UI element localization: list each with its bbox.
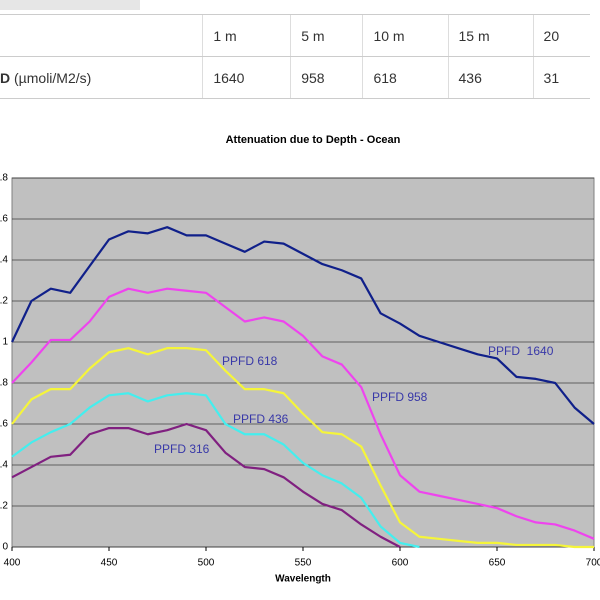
y-tick-label: 1.4	[0, 255, 8, 266]
y-tick-label: 1.8	[0, 173, 8, 184]
cell: 958	[290, 56, 363, 99]
series-line	[11, 392, 420, 549]
y-tick-label: 1.2	[0, 296, 8, 307]
x-tick-label: 550	[295, 558, 312, 569]
y-tick-label: 1	[2, 337, 8, 348]
y-tick-label: 0.2	[0, 501, 8, 512]
series-line	[11, 422, 401, 548]
x-tick-label: 400	[4, 558, 21, 569]
x-tick-label: 650	[489, 558, 506, 569]
y-tick-label: 0.6	[0, 419, 8, 430]
y-tick-label: 0	[2, 542, 8, 553]
cell: D (µmoli/M2/s)	[0, 56, 203, 99]
cell: 15 m	[447, 14, 534, 57]
series-line	[11, 347, 594, 549]
cell: 10 m	[362, 14, 448, 57]
series-label: PPFD 958	[372, 390, 428, 404]
cell: 20	[532, 14, 590, 57]
cell: 31	[532, 56, 590, 99]
cell: 618	[362, 56, 448, 99]
y-tick-label: 1.6	[0, 214, 8, 225]
x-tick-label: 450	[101, 558, 118, 569]
label-bold: D	[0, 69, 11, 86]
cell: 436	[447, 56, 534, 99]
y-tick-label: 0.8	[0, 378, 8, 389]
series-line	[11, 226, 595, 425]
label: (µmoli/M2/s)	[10, 69, 92, 86]
x-axis-label: Wavelength	[275, 574, 331, 585]
cell: 1640	[202, 56, 291, 99]
chart-title: Attenuation due to Depth - Ocean	[226, 134, 401, 146]
x-tick-label: 700	[586, 558, 600, 569]
series-label: PPFD 618	[222, 354, 278, 368]
series-line	[11, 287, 595, 540]
x-tick-label: 500	[198, 558, 215, 569]
tab	[0, 0, 140, 10]
y-tick-label: 0.4	[0, 460, 8, 471]
series-label: PPFD 436	[233, 412, 289, 426]
series-label: PPFD 1640	[488, 344, 554, 358]
data-table: 1 m 5 m 10 m 15 m 20 D (µmoli/M2/s) 1640…	[0, 14, 590, 99]
x-tick-label: 600	[392, 558, 409, 569]
series-label: PPFD 316	[154, 442, 210, 456]
